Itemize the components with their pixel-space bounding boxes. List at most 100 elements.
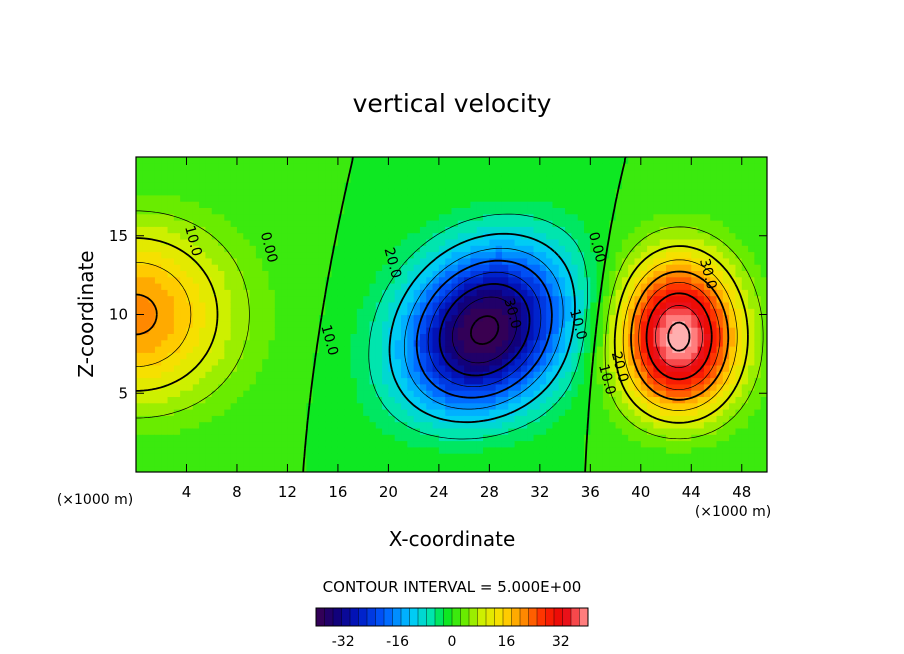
field-cell	[312, 232, 320, 240]
field-cell	[331, 333, 339, 341]
field-cell	[729, 427, 737, 435]
field-cell	[615, 257, 623, 265]
field-cell	[666, 207, 673, 215]
field-cell	[609, 245, 617, 253]
field-cell	[609, 188, 617, 196]
field-cell	[445, 446, 453, 454]
field-cell	[363, 339, 371, 347]
field-cell	[274, 390, 282, 397]
field-cell	[382, 213, 389, 221]
field-cell	[602, 453, 610, 460]
field-cell	[186, 446, 194, 454]
field-cell	[312, 339, 320, 347]
field-cell	[464, 301, 472, 309]
field-cell	[306, 301, 314, 309]
field-cell	[552, 459, 560, 467]
field-cell	[445, 220, 453, 227]
field-cell	[356, 245, 364, 253]
field-cell	[344, 264, 352, 271]
field-cell	[388, 333, 396, 341]
field-cell	[609, 295, 617, 303]
field-cell	[432, 182, 440, 190]
field-cell	[445, 459, 453, 467]
field-cell	[596, 251, 604, 259]
field-cell	[438, 295, 446, 303]
field-cell	[186, 421, 194, 429]
field-cell	[287, 201, 295, 208]
field-cell	[501, 327, 509, 334]
field-cell	[703, 314, 711, 322]
field-cell	[255, 213, 263, 221]
field-cell	[710, 358, 718, 366]
field-cell	[476, 352, 484, 360]
field-cell	[293, 421, 301, 429]
field-cell	[710, 169, 718, 177]
field-cell	[426, 339, 434, 347]
field-cell	[602, 163, 610, 171]
field-cell	[571, 182, 579, 190]
field-cell	[230, 175, 238, 183]
field-cell	[180, 320, 188, 328]
field-cell	[609, 163, 617, 171]
field-cell	[375, 264, 383, 271]
field-cell	[533, 377, 541, 385]
field-cell	[476, 409, 484, 416]
field-cell	[741, 270, 749, 278]
field-cell	[729, 251, 737, 259]
field-cell	[451, 364, 459, 372]
field-cell	[426, 238, 434, 246]
field-cell	[621, 371, 629, 379]
field-cell	[552, 213, 560, 221]
field-cell	[489, 383, 497, 391]
field-cell	[546, 289, 554, 297]
field-cell	[703, 364, 711, 372]
field-cell	[735, 308, 743, 316]
field-cell	[419, 157, 427, 164]
field-cell	[520, 320, 528, 328]
field-cell	[199, 194, 207, 202]
field-cell	[470, 251, 478, 259]
field-cell	[306, 251, 314, 259]
field-cell	[363, 276, 371, 284]
field-cell	[350, 390, 358, 397]
field-cell	[666, 390, 673, 397]
field-cell	[136, 301, 143, 309]
field-cell	[451, 226, 459, 234]
field-cell	[211, 333, 219, 341]
field-cell	[748, 421, 755, 429]
field-cell	[621, 434, 629, 442]
field-cell	[142, 213, 150, 221]
field-cell	[180, 453, 188, 460]
field-cell	[514, 427, 522, 435]
field-cell	[318, 238, 326, 246]
field-cell	[268, 245, 276, 253]
field-cell	[470, 175, 478, 183]
field-cell	[577, 453, 585, 460]
field-cell	[451, 314, 459, 322]
field-cell	[262, 308, 270, 316]
field-cell	[167, 163, 175, 171]
field-cell	[306, 383, 314, 391]
field-cell	[375, 440, 383, 448]
field-cell	[413, 264, 421, 271]
field-cell	[628, 390, 636, 397]
field-cell	[331, 157, 339, 164]
field-cell	[577, 207, 585, 215]
field-cell	[394, 238, 402, 246]
field-cell	[274, 169, 282, 177]
field-cell	[167, 295, 175, 303]
field-cell	[754, 453, 762, 460]
field-cell	[312, 308, 320, 316]
field-cell	[262, 220, 270, 227]
field-cell	[451, 264, 459, 271]
field-cell	[609, 232, 617, 240]
field-cell	[401, 459, 408, 467]
field-cell	[666, 220, 673, 227]
field-cell	[754, 163, 762, 171]
field-cell	[300, 339, 307, 347]
field-cell	[180, 213, 188, 221]
field-cell	[584, 465, 591, 472]
field-cell	[760, 314, 767, 322]
field-cell	[571, 201, 579, 208]
field-cell	[382, 207, 389, 215]
